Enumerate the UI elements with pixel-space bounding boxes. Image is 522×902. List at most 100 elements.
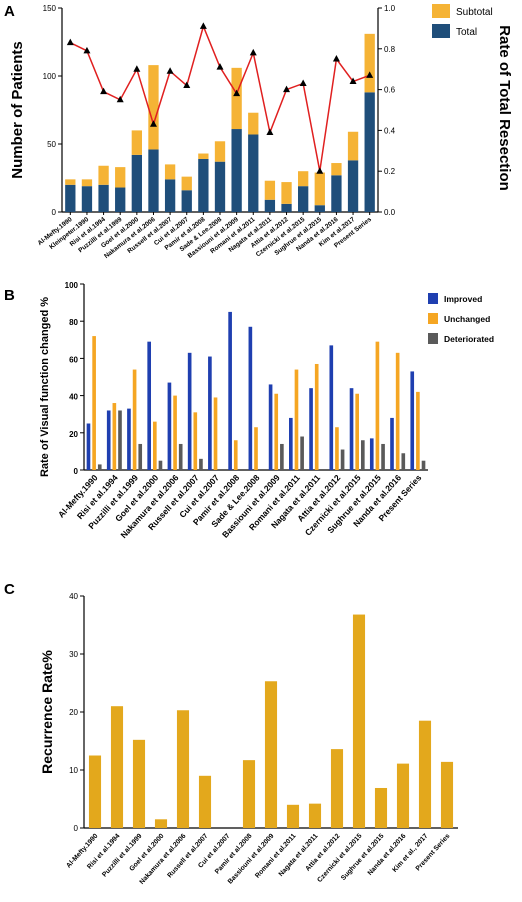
- bar-recurrence: [440, 761, 454, 828]
- bar-recurrence: [264, 681, 278, 828]
- y-tick-label: 10: [69, 766, 78, 775]
- bar-subtotal: [131, 130, 142, 155]
- resection-rate-marker: [100, 87, 108, 95]
- bar-recurrence: [242, 760, 256, 828]
- bar-subtotal: [148, 65, 159, 150]
- y-tick-label: 60: [69, 355, 78, 364]
- bar-deteriorated: [340, 449, 345, 470]
- x-tick-label: Sughrue et al.2015: [340, 833, 386, 882]
- bar-total: [347, 160, 359, 212]
- y2-axis-title: Rate of Total Resection: [496, 25, 513, 191]
- bar-deteriorated: [381, 443, 385, 470]
- bar-unchanged: [274, 393, 279, 470]
- bar-total: [181, 190, 192, 212]
- bar-total: [164, 179, 176, 212]
- legend-label-subtotal: Subtotal: [456, 7, 493, 18]
- legend-swatch-unchanged: [428, 313, 438, 324]
- bar-recurrence: [352, 614, 366, 828]
- bar-improved: [147, 341, 152, 470]
- legend-label-improved: Improved: [444, 294, 482, 304]
- y-tick-label: 50: [47, 140, 56, 149]
- bar-subtotal: [331, 163, 342, 176]
- bar-deteriorated: [360, 440, 365, 470]
- y2-tick-label: 0.0: [384, 208, 396, 217]
- bar-recurrence: [198, 775, 212, 828]
- bar-unchanged: [335, 427, 339, 470]
- bar-total: [115, 187, 126, 212]
- legend-label-total: Total: [456, 27, 477, 38]
- bar-total: [198, 158, 209, 212]
- resection-rate-marker: [283, 85, 291, 93]
- y-tick-label: 80: [69, 318, 78, 327]
- bar-unchanged: [375, 341, 380, 470]
- resection-rate-marker: [216, 63, 224, 70]
- resection-rate-marker: [349, 77, 357, 84]
- bar-subtotal: [264, 180, 276, 200]
- bar-deteriorated: [118, 410, 122, 470]
- bar-total: [81, 186, 93, 212]
- y-tick-label: 150: [43, 4, 57, 13]
- y-axis-title: Recurrence Rate%: [39, 650, 55, 774]
- resection-rate-marker: [149, 120, 157, 127]
- bar-deteriorated: [401, 453, 406, 470]
- bar-recurrence: [132, 739, 146, 828]
- bar-recurrence: [308, 803, 322, 828]
- bar-improved: [86, 423, 91, 470]
- bar-improved: [289, 417, 293, 470]
- bar-improved: [228, 311, 232, 470]
- panel-label-a: A: [4, 3, 15, 20]
- bar-recurrence: [286, 804, 300, 828]
- resection-rate-marker: [116, 95, 124, 103]
- bar-total: [264, 199, 276, 212]
- bar-unchanged: [132, 369, 137, 470]
- bar-recurrence: [330, 749, 344, 828]
- bar-recurrence: [176, 710, 190, 828]
- bar-deteriorated: [138, 443, 143, 470]
- bar-subtotal: [181, 176, 192, 191]
- resection-rate-marker: [299, 79, 307, 86]
- x-tick-label: Nagata et al.2011: [278, 832, 320, 878]
- y-tick-label: 0: [52, 208, 57, 217]
- x-tick-label: Romani et al.2011: [254, 832, 298, 879]
- bar-unchanged: [395, 352, 400, 470]
- y-tick-label: 100: [65, 281, 79, 290]
- x-tick-label: Russell et al.2007: [166, 833, 209, 880]
- bar-improved: [390, 417, 394, 470]
- bar-unchanged: [112, 403, 117, 470]
- bar-deteriorated: [199, 458, 203, 470]
- y2-tick-label: 0.6: [384, 86, 396, 95]
- resection-rate-marker: [316, 167, 324, 174]
- y-axis-title: Rate of Visual function changed %: [39, 297, 51, 477]
- bar-unchanged: [314, 363, 319, 470]
- x-tick-label: Nanda et al.2016: [367, 832, 408, 876]
- bar-improved: [127, 408, 131, 470]
- bar-subtotal: [214, 141, 226, 162]
- bar-deteriorated: [158, 460, 163, 470]
- y-tick-label: 0: [74, 824, 79, 833]
- x-tick-label: Puzzilli et al.1999: [101, 833, 144, 879]
- bar-total: [214, 161, 226, 212]
- bar-recurrence: [374, 787, 388, 828]
- bar-improved: [248, 326, 253, 470]
- bar-total: [331, 175, 342, 212]
- bar-unchanged: [416, 391, 420, 470]
- legend-swatch-subtotal: [432, 4, 450, 18]
- resection-rate-marker: [66, 38, 74, 46]
- bar-improved: [410, 371, 415, 470]
- bar-improved: [369, 438, 374, 470]
- bar-total: [131, 154, 142, 212]
- bar-total: [364, 92, 375, 212]
- bar-unchanged: [92, 336, 96, 470]
- bar-improved: [309, 388, 313, 470]
- y-tick-label: 30: [69, 650, 78, 659]
- y-tick-label: 20: [69, 708, 78, 717]
- bar-unchanged: [233, 440, 238, 470]
- resection-rate-marker: [83, 46, 91, 54]
- bar-unchanged: [193, 412, 198, 470]
- resection-rate-marker: [366, 71, 374, 78]
- panel-label-b: B: [4, 287, 15, 304]
- y-axis-title: Number of Patients: [9, 41, 26, 179]
- y2-tick-label: 0.2: [384, 167, 396, 176]
